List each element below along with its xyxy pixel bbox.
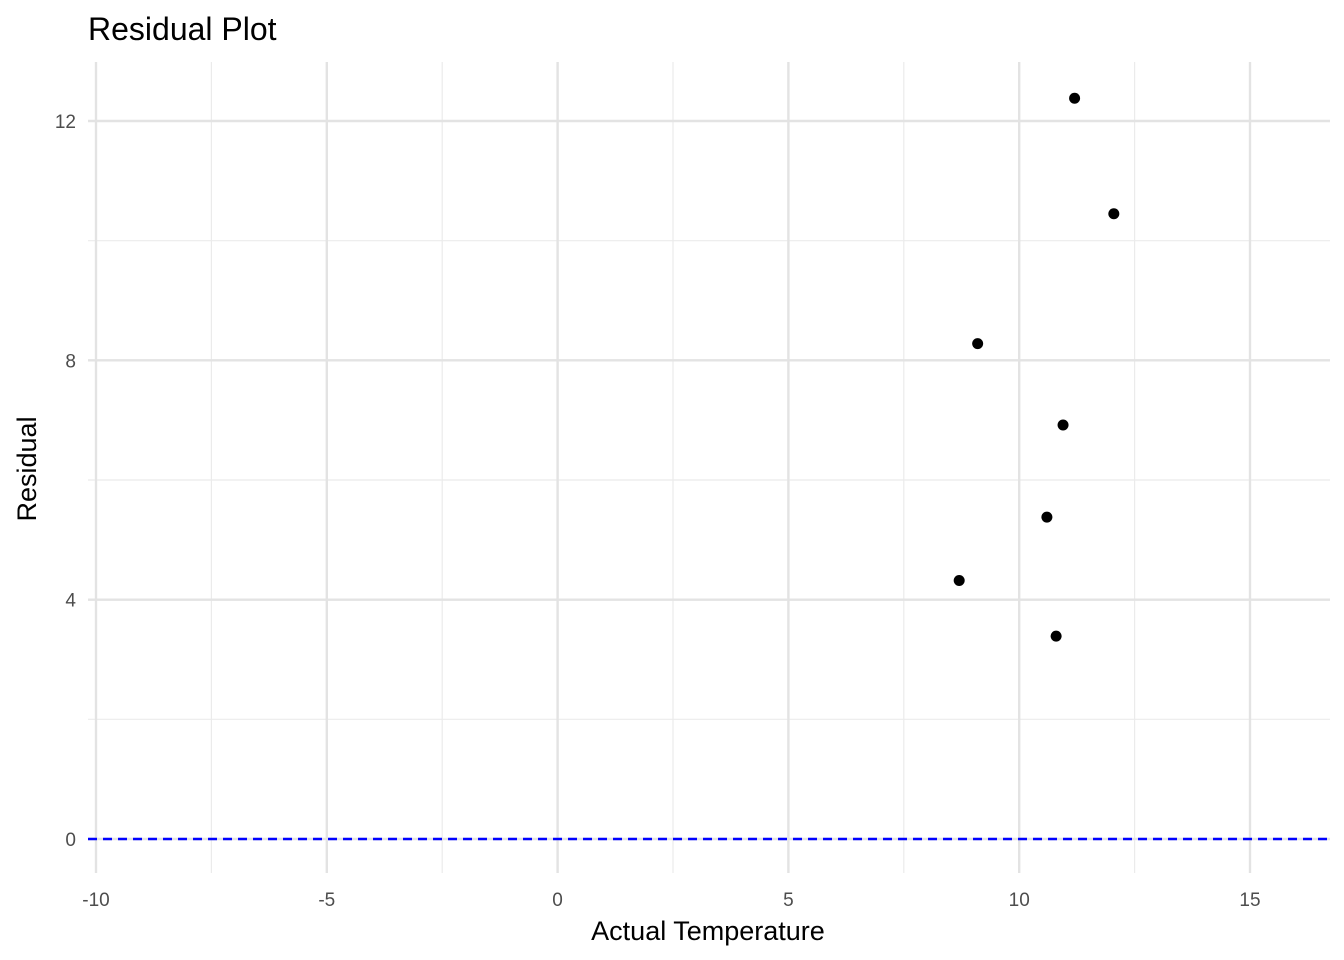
data-point — [953, 575, 965, 587]
major-gridlines — [88, 62, 1330, 873]
data-point — [1108, 208, 1120, 220]
y-tick-label: 0 — [65, 830, 76, 851]
y-tick-label: 4 — [65, 591, 76, 612]
y-axis-title: Residual — [12, 416, 42, 521]
y-tick-label: 12 — [55, 112, 76, 133]
data-point — [972, 338, 984, 350]
x-axis-title: Actual Temperature — [591, 916, 825, 946]
data-point — [1050, 630, 1062, 642]
minor-gridlines — [88, 62, 1330, 873]
y-axis-tick-labels: 0 4 8 12 — [55, 112, 77, 851]
data-point — [1041, 511, 1053, 523]
data-points — [953, 92, 1120, 642]
chart-title: Residual Plot — [88, 11, 277, 47]
y-tick-label: 8 — [65, 351, 76, 372]
x-tick-label: -5 — [318, 890, 335, 911]
x-tick-label: 15 — [1239, 890, 1260, 911]
data-point — [1057, 419, 1069, 431]
x-tick-label: 0 — [552, 890, 563, 911]
x-tick-label: -10 — [82, 890, 109, 911]
x-axis-tick-labels: -10 -5 0 5 10 15 — [82, 890, 1260, 911]
data-point — [1069, 92, 1081, 104]
x-tick-label: 10 — [1009, 890, 1030, 911]
x-tick-label: 5 — [783, 890, 794, 911]
